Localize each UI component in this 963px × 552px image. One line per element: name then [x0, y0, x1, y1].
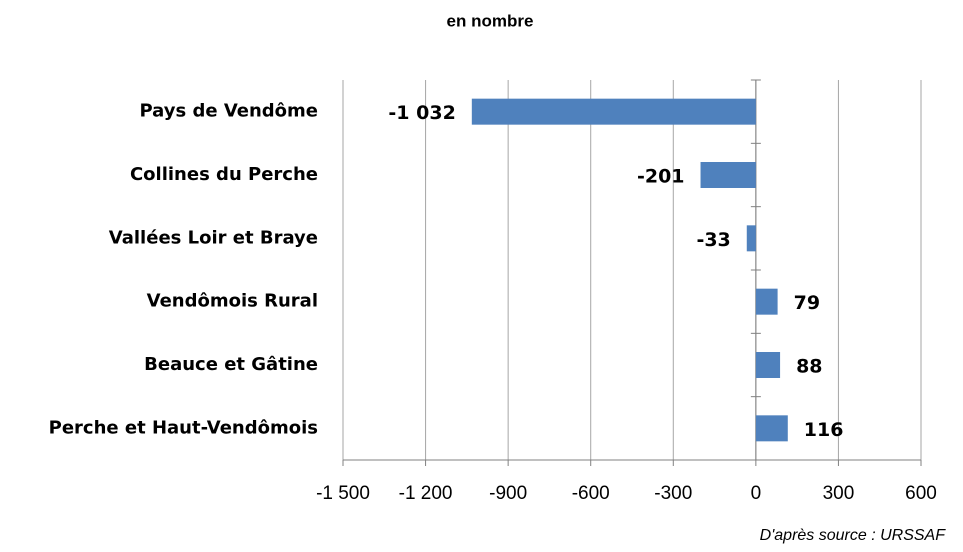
- bar: [746, 225, 756, 252]
- value-label: -1 032: [388, 102, 455, 124]
- x-tick-label: -1 200: [399, 483, 453, 504]
- chart-title: en nombre: [447, 11, 534, 30]
- x-tick-label: -300: [654, 483, 692, 504]
- bar: [471, 98, 756, 125]
- bar: [700, 162, 756, 188]
- x-tick-label: 300: [823, 483, 855, 504]
- y-tick-label: Beauce et Gâtine: [144, 354, 318, 375]
- y-tick-label: Perche et Haut-Vendômois: [49, 417, 318, 438]
- x-tick-label: -600: [572, 483, 610, 504]
- x-tick-label: 0: [751, 483, 762, 504]
- x-tick-label: 600: [905, 483, 937, 504]
- bar: [755, 415, 788, 442]
- bar: [755, 352, 781, 378]
- y-tick-label: Vendômois Rural: [147, 291, 318, 312]
- value-label: -201: [637, 166, 685, 188]
- value-label: 79: [794, 292, 820, 314]
- x-tick-label: -1 500: [316, 483, 370, 504]
- y-tick-label: Collines du Perche: [130, 164, 318, 185]
- source-note: D'après source : URSSAF: [760, 527, 947, 544]
- x-tick-label: -900: [489, 483, 527, 504]
- value-label: 116: [804, 419, 844, 441]
- y-tick-label: Pays de Vendôme: [139, 101, 318, 122]
- value-label: -33: [696, 229, 730, 251]
- bar: [755, 288, 778, 315]
- value-label: 88: [796, 356, 822, 378]
- y-tick-label: Vallées Loir et Braye: [109, 227, 318, 248]
